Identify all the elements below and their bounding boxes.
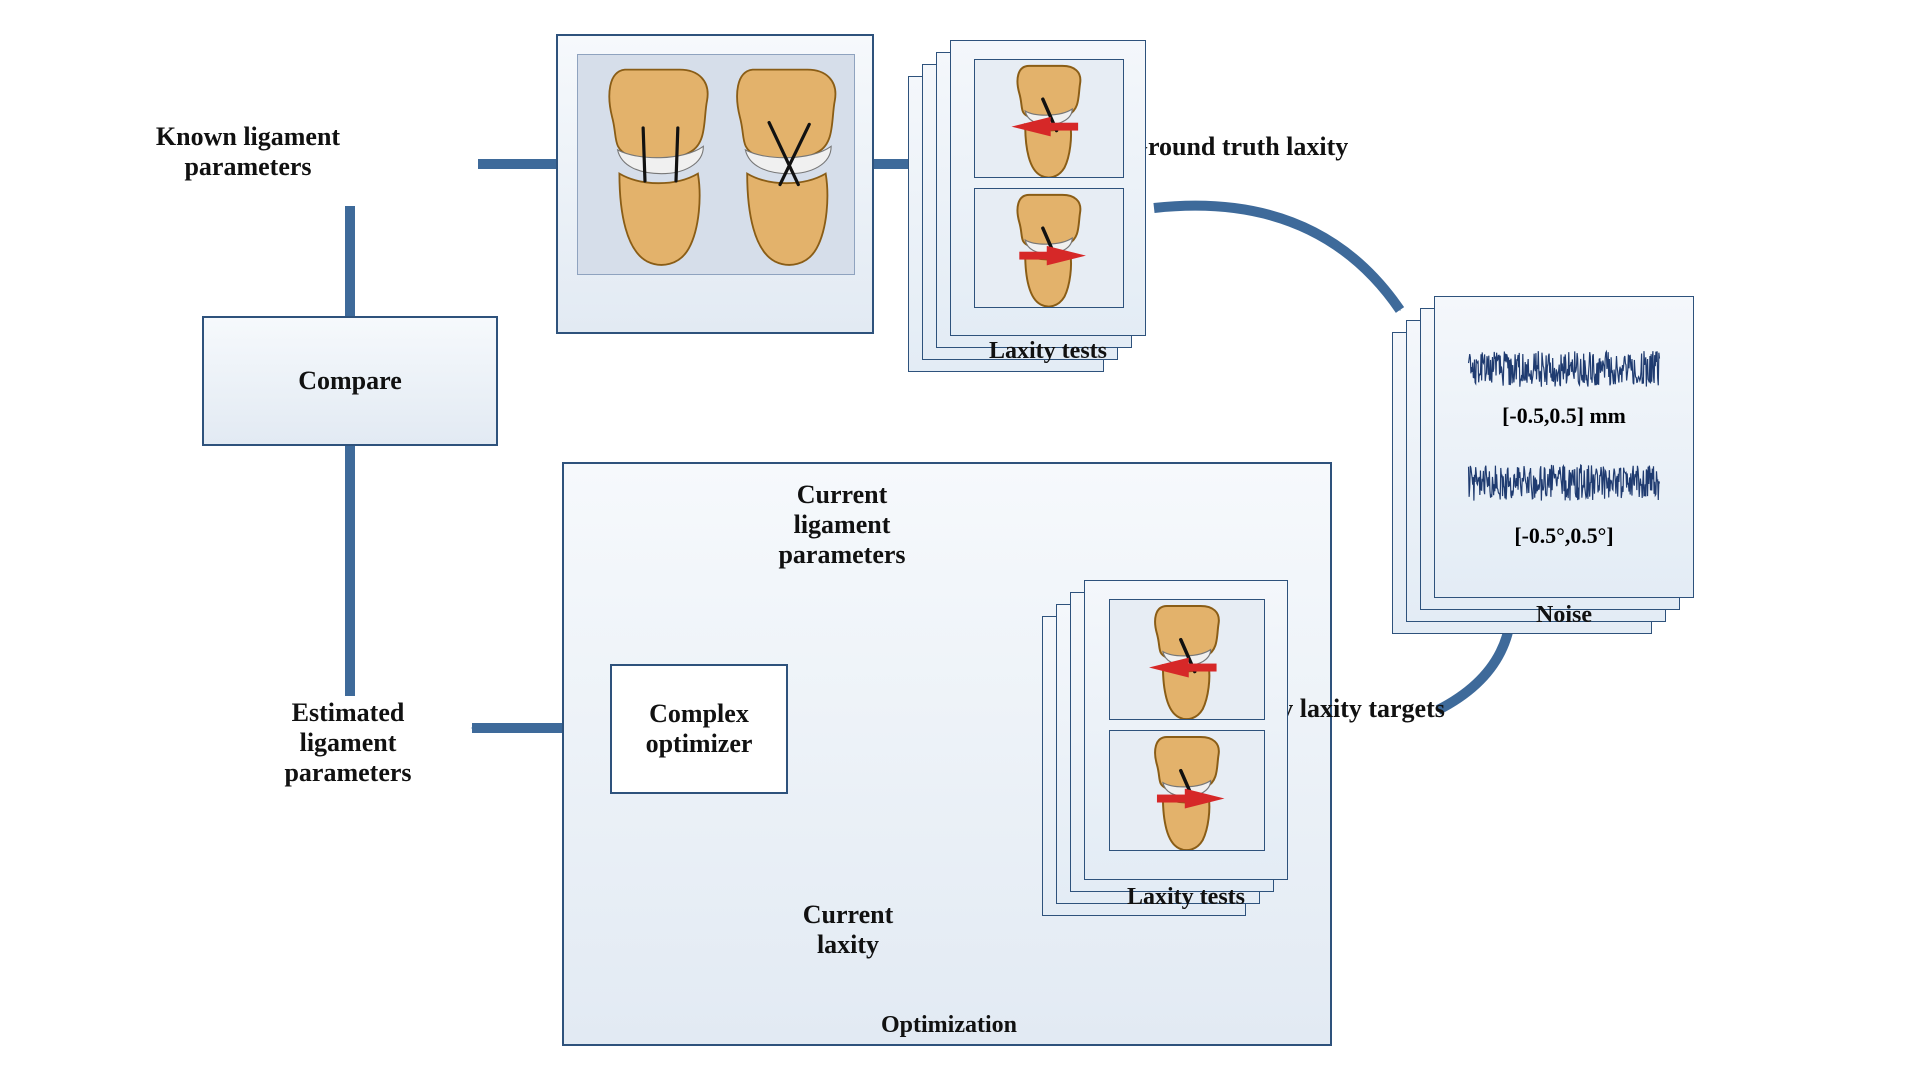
label-curr_lig: Current ligament parameters	[722, 480, 962, 570]
arrow	[1154, 206, 1400, 310]
noise-caption: Noise	[1434, 602, 1694, 629]
laxity2-caption: Laxity tests	[1084, 884, 1288, 911]
laxity1-stack: Laxity tests	[908, 40, 1146, 372]
laxity2-card-3	[1084, 580, 1288, 880]
laxity2-stack: Laxity tests	[1042, 580, 1288, 916]
laxity1-caption: Laxity tests	[950, 338, 1146, 365]
svg-text:[-0.5,0.5] mm: [-0.5,0.5] mm	[1502, 404, 1626, 428]
optimizer-box: Complex optimizer	[610, 664, 788, 794]
noise-stack: [-0.5,0.5] mm [-0.5°,0.5°] Noise	[1392, 296, 1694, 634]
svg-text:[-0.5°,0.5°]: [-0.5°,0.5°]	[1514, 524, 1613, 548]
label-known: Known ligament parameters	[108, 122, 388, 182]
opt_panel-caption: Optimization	[564, 1012, 1334, 1039]
label-curr_lax: Current laxity	[748, 900, 948, 960]
laxity1-card-3	[950, 40, 1146, 336]
compare-box: Compare	[202, 316, 498, 446]
label-estimated: Estimated ligament parameters	[228, 698, 468, 788]
knee-box	[556, 34, 874, 334]
noise-card-3: [-0.5,0.5] mm [-0.5°,0.5°]	[1434, 296, 1694, 598]
